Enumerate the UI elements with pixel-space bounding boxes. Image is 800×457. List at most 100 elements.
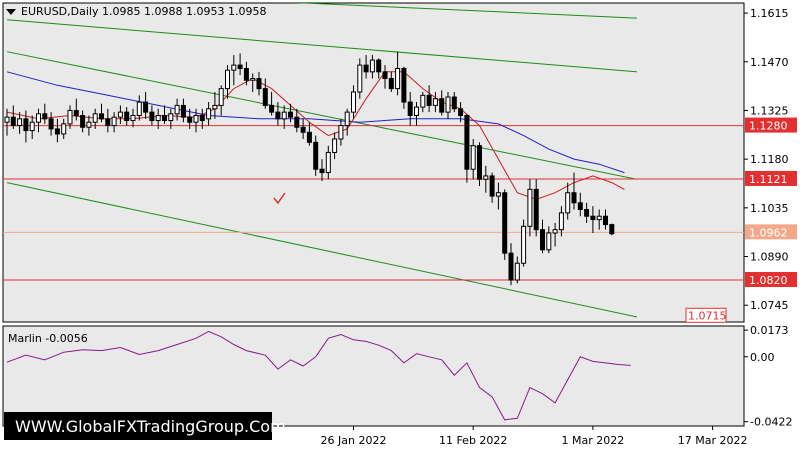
symbol-label: EURUSD,Daily (21, 5, 99, 18)
candle (281, 105, 287, 129)
candle-body-down (363, 64, 369, 73)
candle (426, 85, 432, 113)
candle (577, 192, 583, 217)
candle (483, 165, 489, 193)
candle (533, 179, 539, 237)
candle (117, 105, 123, 124)
candle (237, 53, 243, 76)
channel-lines (6, 3, 638, 318)
candle-body-down (313, 141, 319, 170)
candle (275, 102, 281, 126)
candle (168, 108, 174, 129)
osc-tick-label: 0.00 (750, 351, 775, 364)
time-tick-label: 26 Jan 2022 (321, 434, 387, 447)
candle (369, 55, 375, 79)
candle-body-down (540, 229, 545, 251)
candle-body-up (111, 116, 117, 127)
candle-body-down (275, 111, 281, 120)
candle-body-up (4, 116, 10, 123)
candle-body-up (552, 229, 558, 234)
candle (344, 108, 350, 136)
watermark: WWW.GlobalFXTradingGroup.Com (15, 417, 286, 436)
candle-body-down (451, 96, 457, 110)
candle (565, 182, 571, 220)
candle (540, 219, 545, 254)
price-axis: 1.1615 1.1470 1.1325 1.1180 1.1035 1.0890 1.07… (685, 7, 797, 429)
candle-body-down (237, 64, 243, 69)
candle-body-down (502, 192, 508, 254)
candle-body-up (514, 262, 520, 281)
price-tick-label: 1.1180 (750, 153, 789, 166)
candle (470, 138, 476, 180)
candle (124, 107, 130, 126)
target-label-box (685, 307, 727, 323)
candle (288, 103, 293, 123)
candle-body-down (401, 67, 407, 103)
candle-body-down (262, 88, 268, 106)
candle (401, 66, 407, 109)
candle-body-down (603, 215, 608, 226)
candle-body-up (212, 104, 218, 110)
candle-body-up (61, 123, 67, 135)
candle (590, 206, 596, 234)
candle (571, 172, 577, 210)
candle-body-up (193, 114, 199, 123)
candle-body-up (281, 111, 287, 120)
candle-body-down (288, 111, 293, 118)
candle-body-down (180, 104, 186, 118)
candle-body-down (80, 114, 86, 128)
candle (67, 105, 73, 129)
candle (596, 209, 602, 230)
candle (180, 98, 186, 123)
candle (319, 159, 325, 181)
candle (584, 202, 590, 223)
candle-body-down (584, 209, 590, 217)
candle (414, 102, 419, 126)
candle (269, 91, 275, 116)
candle (4, 108, 10, 136)
level-label-1.1121-bg (745, 170, 797, 186)
candle-body-up (414, 106, 419, 116)
level-label-1.1121: 1.1121 (749, 173, 788, 186)
candle (439, 90, 445, 116)
candle-body-up (483, 175, 489, 180)
candle-body-down (143, 101, 149, 113)
candle (187, 108, 193, 129)
candle-body-down (458, 108, 464, 116)
candle-body-down (319, 168, 325, 174)
candle-body-up (344, 111, 350, 127)
price-tick-label: 1.1035 (750, 202, 789, 215)
chart-menu-triangle-icon[interactable] (6, 9, 16, 15)
candle-body-up (369, 59, 375, 73)
candle-body-up (565, 192, 571, 214)
candle-body-down (439, 98, 445, 113)
candle-body-down (306, 131, 312, 143)
candle-body-down (124, 111, 130, 122)
level-label-1.1280-bg (745, 117, 797, 133)
candle-body-up (395, 67, 401, 90)
channel-line-2 (6, 51, 638, 180)
candle-body-up (495, 192, 501, 197)
candle (508, 243, 514, 286)
candle (382, 65, 388, 89)
candle-body-up (206, 108, 212, 120)
candle-body-up (420, 94, 426, 108)
candle-body-down (571, 192, 577, 204)
candle-body-up (250, 78, 256, 81)
candle (432, 91, 438, 113)
candle (86, 115, 92, 136)
candle (514, 256, 520, 284)
candle (451, 91, 457, 113)
candle (262, 78, 268, 109)
price-tick-label: 1.1325 (750, 104, 789, 117)
candle-body-down (48, 118, 54, 130)
candle (256, 71, 262, 96)
candle-body-down (243, 67, 249, 81)
candle (29, 115, 35, 139)
candle-body-down (609, 224, 615, 235)
candle (149, 105, 155, 126)
check-mark-icon (273, 192, 286, 205)
time-tick-label: 1 Mar 2022 (562, 434, 625, 447)
candle-body-up (558, 212, 564, 231)
candle-body-down (407, 101, 413, 116)
